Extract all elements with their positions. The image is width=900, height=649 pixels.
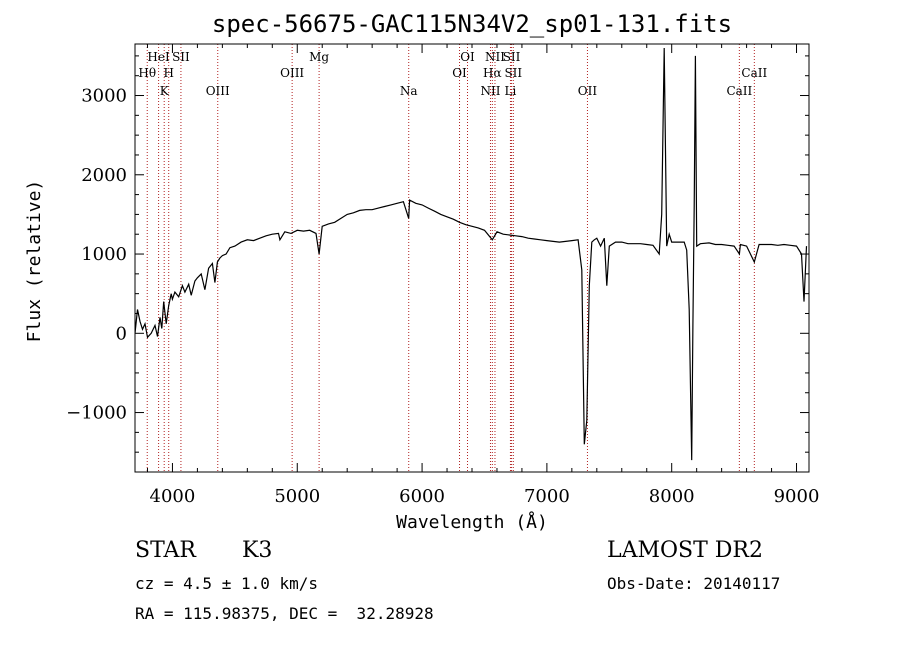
y-tick-label: 2000: [81, 165, 127, 186]
x-axis-label: Wavelength (Å): [396, 511, 548, 533]
x-tick-label: 9000: [774, 486, 820, 507]
y-tick-label: 0: [116, 323, 127, 344]
x-tick-label: 5000: [274, 486, 320, 507]
redshift-value: cz = 4.5 ± 1.0 km/s: [135, 574, 319, 593]
x-tick-label: 6000: [399, 486, 445, 507]
y-tick-label: 1000: [81, 244, 127, 265]
x-tick-label: 4000: [150, 486, 196, 507]
line-marker-label: NII: [480, 84, 500, 98]
line-marker-label: OII: [578, 84, 598, 98]
line-marker-label: CaII: [726, 84, 752, 98]
x-tick-label: 8000: [649, 486, 695, 507]
line-marker-label: Mg: [309, 50, 329, 64]
survey-name: LAMOST DR2: [607, 538, 763, 563]
coordinates: RA = 115.98375, DEC = 32.28928: [135, 604, 434, 623]
line-marker-label: Na: [400, 84, 418, 98]
plot-area: [135, 47, 808, 461]
line-marker-label: NII: [485, 50, 505, 64]
line-marker-label: OIII: [280, 66, 304, 80]
line-marker-label: CaII: [741, 66, 767, 80]
y-axis-label: Flux (relative): [24, 180, 45, 343]
line-marker-label: OI: [460, 50, 475, 64]
x-tick-label: 7000: [524, 486, 570, 507]
line-marker-label: H: [163, 66, 173, 80]
y-tick-label: −1000: [66, 403, 127, 424]
line-marker-label: OIII: [206, 84, 230, 98]
chart-title: spec-56675-GAC115N34V2_sp01-131.fits: [212, 10, 732, 38]
line-marker-label: SII: [503, 50, 521, 64]
spectral-type: K3: [242, 538, 273, 563]
line-markers: [146, 44, 755, 472]
line-marker-label: SII: [504, 66, 522, 80]
observation-date: Obs-Date: 20140117: [607, 574, 781, 593]
line-marker-label: HeI: [147, 50, 170, 64]
line-marker-label: Li: [505, 84, 517, 98]
spectrum-line: [135, 47, 808, 461]
line-marker-label: SII: [172, 50, 190, 64]
line-marker-label: OI: [452, 66, 467, 80]
object-class: STAR: [135, 538, 196, 563]
axes: 4000 5000 6000 7000 8000 9000 −1000 0 1000 2000 30…: [66, 43, 820, 507]
line-marker-label: K: [160, 84, 170, 98]
y-tick-label: 3000: [81, 86, 127, 107]
plot-frame: [134, 43, 810, 473]
line-marker-label: Hθ: [138, 66, 156, 80]
line-marker-label: Hα: [483, 66, 502, 80]
